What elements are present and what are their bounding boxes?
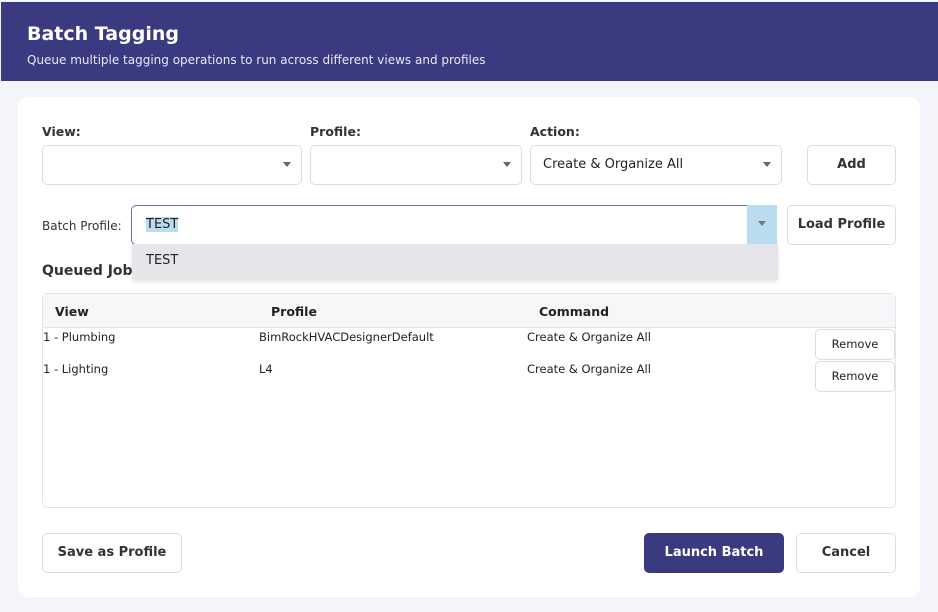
- batch-profile-option[interactable]: TEST: [132, 244, 778, 280]
- action-select[interactable]: Create & Organize All: [530, 145, 782, 185]
- profile-label: Profile:: [310, 124, 361, 139]
- remove-button[interactable]: Remove: [815, 361, 895, 392]
- profile-select[interactable]: [310, 145, 522, 185]
- row-command: Create & Organize All: [527, 362, 651, 376]
- table-header: View Profile Command: [43, 294, 895, 328]
- row-profile: BimRockHVACDesignerDefault: [259, 330, 434, 344]
- batch-profile-label: Batch Profile:: [42, 219, 122, 233]
- row-view: 1 - Lighting: [43, 362, 109, 376]
- chevron-down-icon: [283, 162, 291, 167]
- column-header-profile: Profile: [271, 304, 317, 319]
- view-select[interactable]: [42, 145, 302, 185]
- load-profile-button[interactable]: Load Profile: [787, 205, 896, 245]
- row-profile: L4: [259, 362, 273, 376]
- row-command: Create & Organize All: [527, 330, 651, 344]
- batch-profile-combobox[interactable]: TEST: [131, 205, 777, 245]
- chevron-down-icon: [503, 162, 511, 167]
- chevron-down-icon: [763, 162, 771, 167]
- queued-jobs-title: Queued Jobs: [42, 263, 141, 279]
- add-button[interactable]: Add: [807, 145, 896, 185]
- batch-profile-input[interactable]: TEST: [146, 217, 179, 232]
- chevron-down-icon: [758, 221, 766, 226]
- action-label: Action:: [530, 124, 580, 139]
- column-header-command: Command: [539, 304, 610, 319]
- table-row: 1 - Lighting L4 Create & Organize All Re…: [43, 360, 895, 392]
- cancel-button[interactable]: Cancel: [796, 533, 896, 573]
- launch-batch-button[interactable]: Launch Batch: [644, 533, 784, 573]
- save-as-profile-button[interactable]: Save as Profile: [42, 533, 182, 573]
- table-row: 1 - Plumbing BimRockHVACDesignerDefault …: [43, 328, 895, 360]
- header: Batch Tagging Queue multiple tagging ope…: [1, 2, 938, 81]
- column-header-view: View: [55, 304, 89, 319]
- queued-jobs-table: View Profile Command 1 - Plumbing BimRoc…: [42, 293, 896, 508]
- dropdown-toggle[interactable]: [747, 205, 777, 245]
- remove-button[interactable]: Remove: [815, 329, 895, 360]
- action-value: Create & Organize All: [543, 157, 684, 172]
- page-title: Batch Tagging: [27, 23, 179, 45]
- batch-card: View: Profile: Action: Create & Organize…: [18, 97, 920, 597]
- page-subtitle: Queue multiple tagging operations to run…: [27, 53, 486, 67]
- row-view: 1 - Plumbing: [43, 330, 116, 344]
- view-label: View:: [42, 124, 81, 139]
